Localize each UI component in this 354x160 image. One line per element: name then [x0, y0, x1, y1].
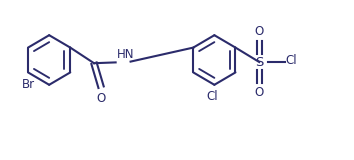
Text: Cl: Cl — [286, 54, 297, 67]
Text: O: O — [96, 92, 106, 105]
Text: HN: HN — [116, 48, 134, 61]
Text: S: S — [255, 56, 263, 68]
Text: Cl: Cl — [207, 90, 218, 103]
Text: Br: Br — [22, 78, 35, 91]
Text: O: O — [255, 25, 264, 38]
Text: O: O — [255, 86, 264, 99]
